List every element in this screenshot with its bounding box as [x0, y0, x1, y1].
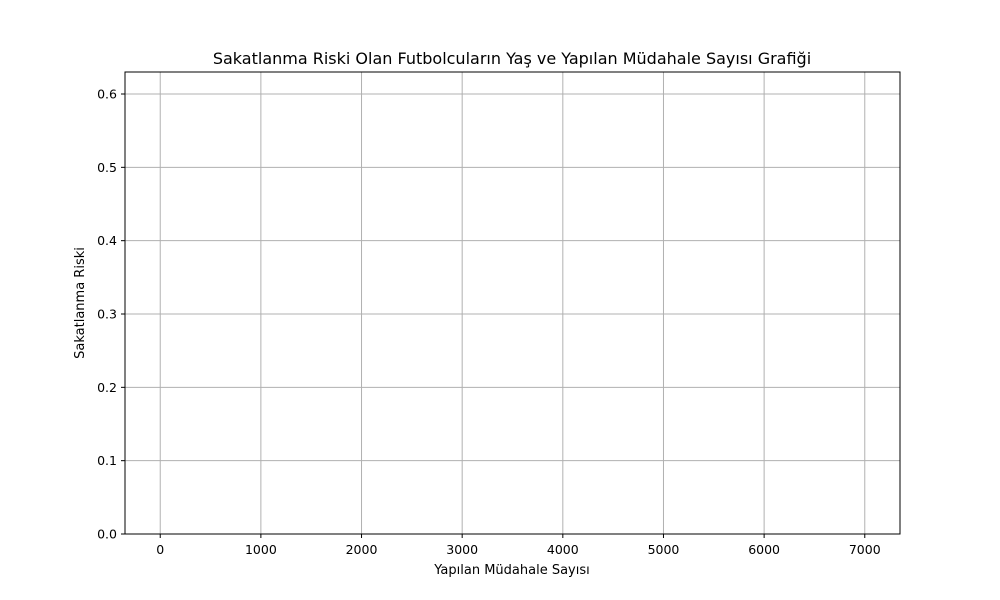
x-tick-label: 2000: [346, 542, 378, 557]
x-tick-label: 0: [156, 542, 164, 557]
plot-area-frame: [124, 71, 901, 535]
y-axis-label: Sakatlanma Riski: [73, 247, 88, 359]
x-tick-label: 1000: [245, 542, 277, 557]
x-axis: 0 1000 2000 3000 4000 5000 6000 7000: [156, 534, 881, 557]
y-tick-label: 0.5: [97, 160, 117, 175]
chart-title: Sakatlanma Riski Olan Futbolcuların Yaş …: [213, 49, 811, 68]
y-tick-label: 0.2: [97, 380, 117, 395]
x-tick-label: 7000: [849, 542, 881, 557]
y-tick-label: 0.3: [97, 307, 117, 322]
x-tick-label: 4000: [547, 542, 579, 557]
x-tick-label: 3000: [446, 542, 478, 557]
y-tick-label: 0.1: [97, 453, 117, 468]
y-axis: 0.0 0.1 0.2 0.3 0.4 0.5 0.6: [97, 87, 125, 542]
x-axis-label: Yapılan Müdahale Sayısı: [433, 563, 589, 578]
x-tick-label: 5000: [648, 542, 680, 557]
x-tick-label: 6000: [748, 542, 780, 557]
y-tick-label: 0.4: [97, 233, 117, 248]
y-tick-label: 0.6: [97, 87, 117, 102]
y-tick-label: 0.0: [97, 527, 117, 542]
grid: [125, 72, 900, 535]
